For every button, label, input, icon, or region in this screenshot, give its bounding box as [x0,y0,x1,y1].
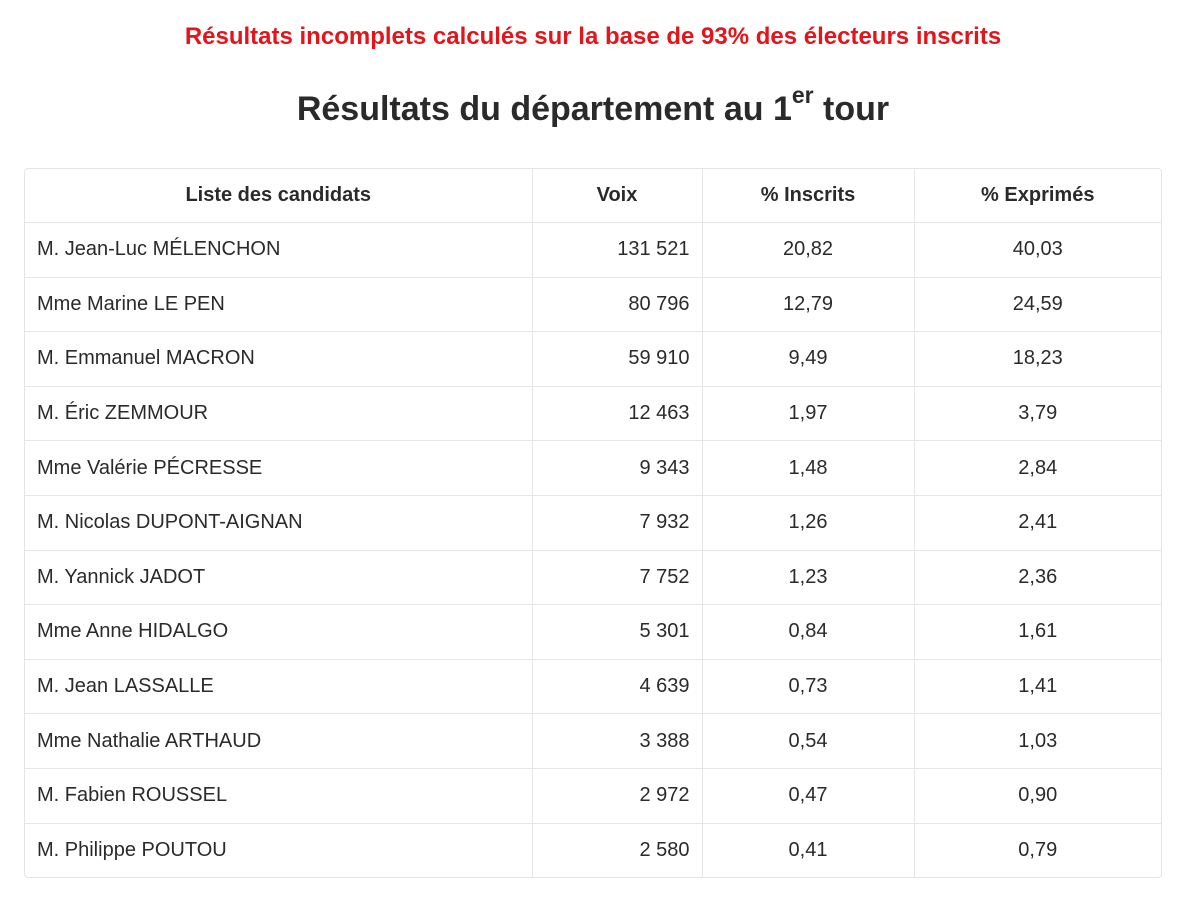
table-row: M. Jean-Luc MÉLENCHON 131 521 20,82 40,03 [25,222,1161,278]
header-pct-cast: % Exprimés [914,169,1161,223]
pct-cast-cell: 1,03 [914,713,1161,769]
votes-cell: 7 932 [532,495,703,551]
results-table: Liste des candidats Voix % Inscrits % Ex… [25,169,1161,878]
pct-registered-cell: 0,41 [702,823,915,878]
candidate-name-cell: M. Nicolas DUPONT-AIGNAN [25,495,533,551]
pct-cast-cell: 1,41 [914,659,1161,715]
table-row: M. Nicolas DUPONT-AIGNAN 7 932 1,26 2,41 [25,495,1161,551]
votes-cell: 59 910 [532,331,703,387]
pct-registered-cell: 0,54 [702,713,915,769]
votes-cell: 5 301 [532,604,703,660]
header-candidates: Liste des candidats [25,169,533,223]
votes-cell: 2 972 [532,768,703,824]
votes-cell: 2 580 [532,823,703,878]
pct-cast-cell: 2,84 [914,440,1161,496]
pct-registered-cell: 1,97 [702,386,915,442]
pct-registered-cell: 1,48 [702,440,915,496]
pct-registered-cell: 1,26 [702,495,915,551]
pct-cast-cell: 3,79 [914,386,1161,442]
table-row: M. Éric ZEMMOUR 12 463 1,97 3,79 [25,386,1161,442]
votes-cell: 12 463 [532,386,703,442]
candidate-name-cell: M. Éric ZEMMOUR [25,386,533,442]
votes-cell: 4 639 [532,659,703,715]
pct-registered-cell: 0,73 [702,659,915,715]
pct-registered-cell: 20,82 [702,222,915,278]
candidate-name-cell: Mme Nathalie ARTHAUD [25,713,533,769]
results-table-container: Liste des candidats Voix % Inscrits % Ex… [24,168,1162,879]
candidate-name-cell: Mme Anne HIDALGO [25,604,533,660]
pct-cast-cell: 24,59 [914,277,1161,333]
pct-registered-cell: 12,79 [702,277,915,333]
pct-cast-cell: 18,23 [914,331,1161,387]
table-row: Mme Marine LE PEN 80 796 12,79 24,59 [25,277,1161,333]
pct-registered-cell: 0,84 [702,604,915,660]
votes-cell: 7 752 [532,550,703,606]
pct-registered-cell: 0,47 [702,768,915,824]
pct-cast-cell: 1,61 [914,604,1161,660]
header-pct-registered: % Inscrits [702,169,915,223]
title-superscript: er [791,81,814,108]
candidate-name-cell: M. Yannick JADOT [25,550,533,606]
pct-cast-cell: 2,36 [914,550,1161,606]
pct-cast-cell: 0,90 [914,768,1161,824]
candidate-name-cell: M. Jean-Luc MÉLENCHON [25,222,533,278]
pct-cast-cell: 40,03 [914,222,1161,278]
title-end: tour [813,90,890,128]
table-row: M. Yannick JADOT 7 752 1,23 2,36 [25,550,1161,606]
table-header-row: Liste des candidats Voix % Inscrits % Ex… [25,169,1161,223]
table-row: Mme Nathalie ARTHAUD 3 388 0,54 1,03 [25,713,1161,769]
pct-cast-cell: 2,41 [914,495,1161,551]
candidate-name-cell: M. Philippe POUTOU [25,823,533,878]
page-title: Résultats du département au 1er tour [0,81,1186,134]
candidate-name-cell: M. Jean LASSALLE [25,659,533,715]
votes-cell: 80 796 [532,277,703,333]
incomplete-results-notice: Résultats incomplets calculés sur la bas… [184,23,1002,50]
pct-registered-cell: 9,49 [702,331,915,387]
pct-registered-cell: 1,23 [702,550,915,606]
table-row: Mme Anne HIDALGO 5 301 0,84 1,61 [25,604,1161,660]
candidate-name-cell: M. Emmanuel MACRON [25,331,533,387]
table-body: M. Jean-Luc MÉLENCHON 131 521 20,82 40,03 Mm… [25,222,1161,878]
title-text: Résultats du département au 1 [296,90,792,128]
votes-cell: 3 388 [532,713,703,769]
table-row: M. Philippe POUTOU 2 580 0,41 0,79 [25,823,1161,878]
pct-cast-cell: 0,79 [1018,838,1058,861]
candidate-name-cell: Mme Marine LE PEN [25,277,533,333]
table-row: M. Emmanuel MACRON 59 910 9,49 18,23 [25,331,1161,387]
table-row: M. Fabien ROUSSEL 2 972 0,47 0,90 [25,768,1161,824]
table-row: M. Jean LASSALLE 4 639 0,73 1,41 [25,659,1161,715]
table-row: Mme Valérie PÉCRESSE 9 343 1,48 2,84 [25,440,1161,496]
candidate-name-cell: M. Fabien ROUSSEL [25,768,533,824]
votes-cell: 131 521 [532,222,703,278]
candidate-name-cell: Mme Valérie PÉCRESSE [25,440,533,496]
votes-cell: 9 343 [532,440,703,496]
header-votes: Voix [532,169,703,223]
